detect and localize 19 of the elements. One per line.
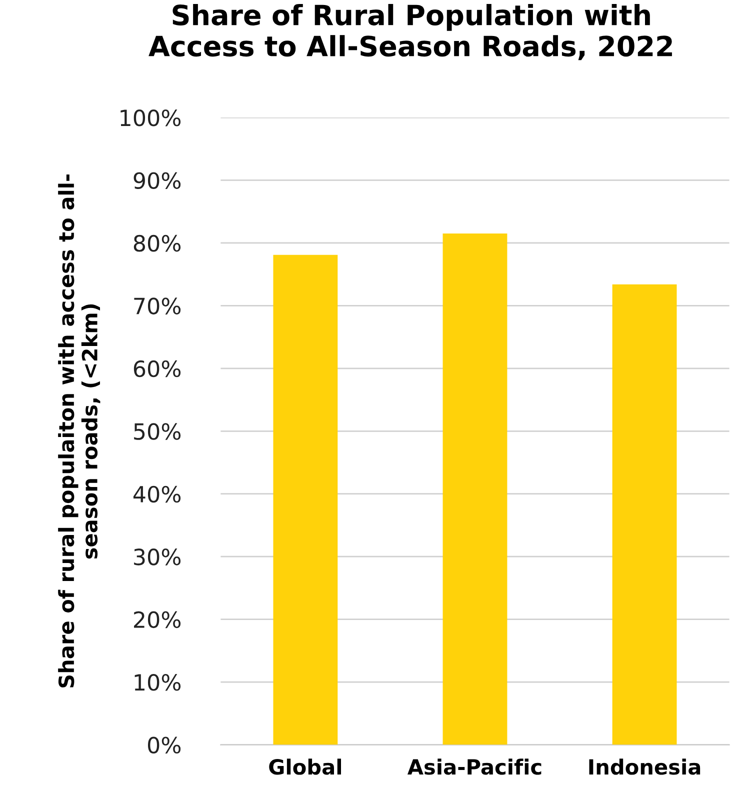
y-tick-label: 20% (134, 611, 181, 628)
y-tick-label: 40% (133, 486, 181, 503)
y-tick-label: 100% (120, 109, 181, 126)
y-tick-label: 0% (148, 736, 181, 754)
y-tick-label: 50% (134, 423, 181, 440)
x-tick-label: Global (269, 758, 342, 775)
bar (273, 254, 338, 745)
y-tick-label: 80% (134, 234, 181, 252)
y-tick-label: 70% (134, 298, 181, 314)
x-tick-label: Asia-Pacific (407, 758, 542, 775)
bar (612, 284, 677, 745)
chart-title: Share of Rural Population with Access to All-Season Roads, 2022 (148, 4, 672, 60)
y-tick-label: 30% (134, 548, 181, 566)
x-tick-label: Indonesia (589, 758, 700, 775)
bar (442, 234, 508, 745)
y-tick-label: 60% (134, 360, 181, 378)
y-axis-title: Share of rural populaiton with access to all- season roads, (<2km) (58, 174, 100, 688)
y-tick-label: 10% (134, 674, 181, 691)
y-tick-label: 90% (134, 172, 181, 189)
